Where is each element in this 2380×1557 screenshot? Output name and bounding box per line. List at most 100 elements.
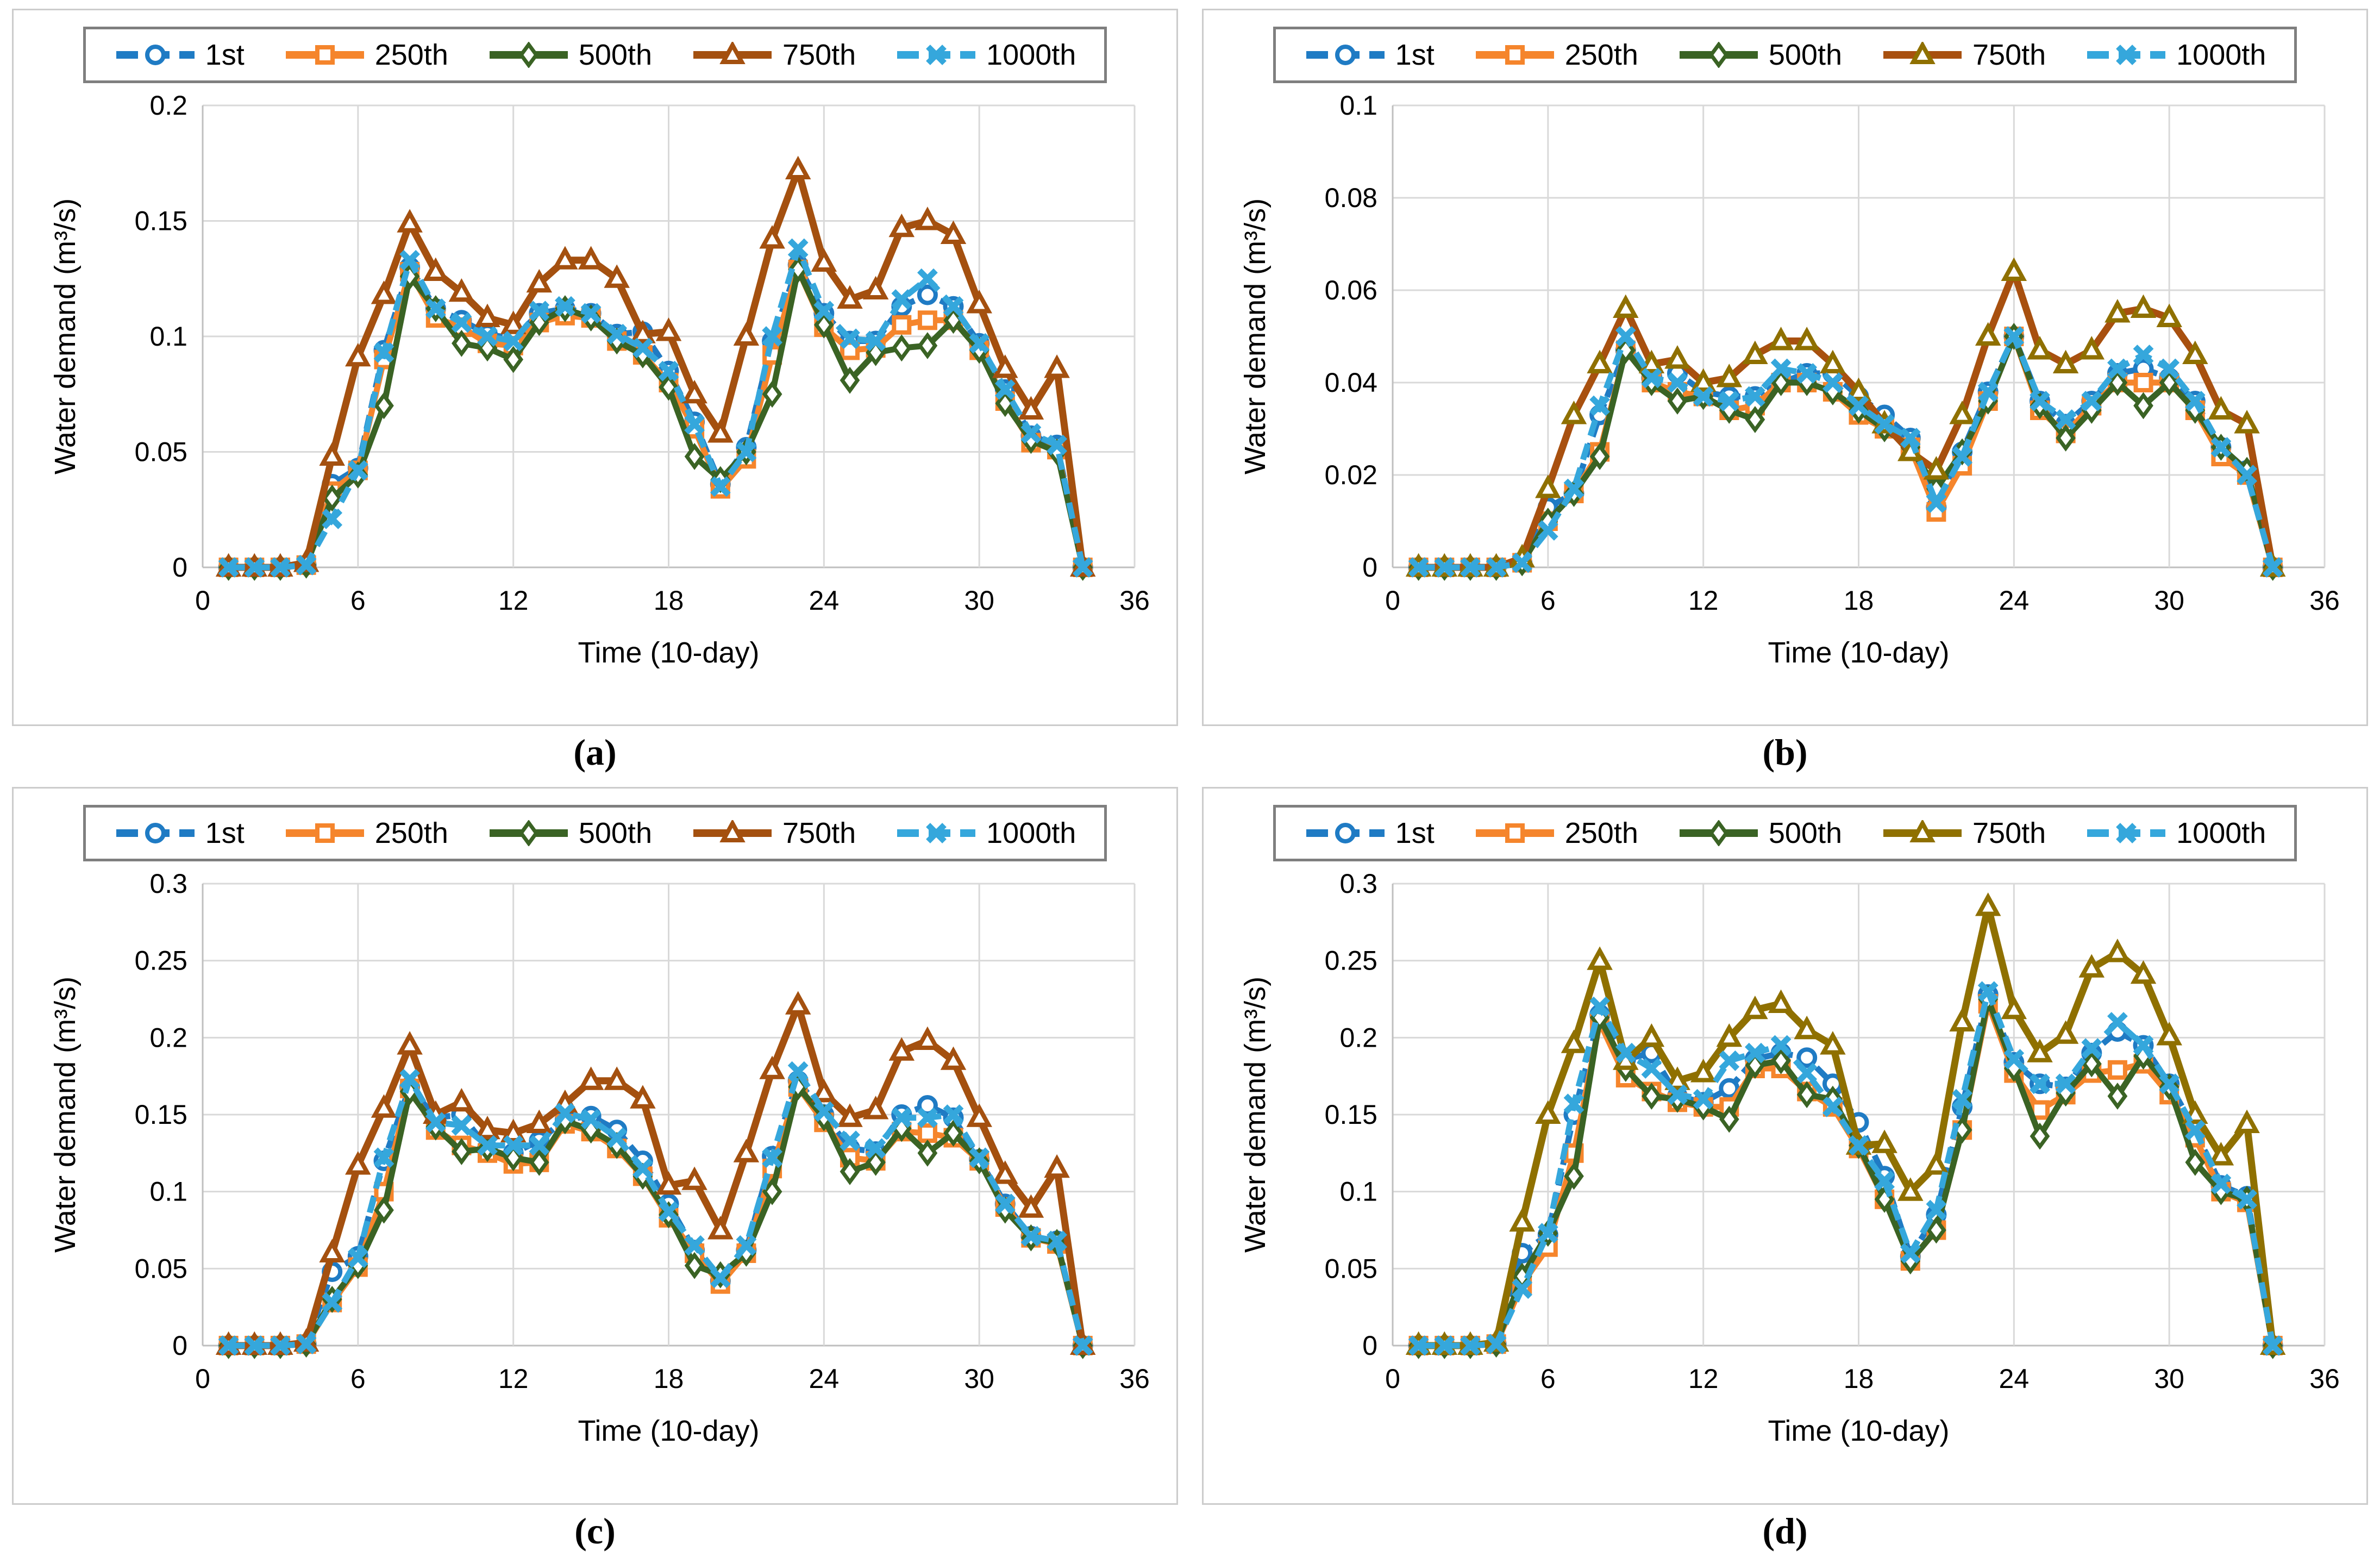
marker-triangle-icon <box>719 42 746 64</box>
marker-x-icon <box>1433 557 1455 578</box>
y-tick-label: 0 <box>1362 552 1377 583</box>
marker-x-icon <box>2184 1120 2206 1141</box>
marker-x-icon <box>994 1193 1016 1215</box>
marker-x-icon <box>2116 823 2137 843</box>
marker-triangle-icon <box>2208 396 2234 420</box>
y-tick-label: 0.3 <box>1339 868 1377 899</box>
marker-triangle-icon <box>1768 327 1794 351</box>
marker-triangle-icon <box>1909 42 1936 64</box>
legend-item-500th: 500th <box>1677 816 1842 850</box>
marker-x-icon <box>425 298 446 319</box>
marker-x-icon <box>580 303 601 324</box>
marker-diamond-icon <box>684 1252 704 1279</box>
marker-x-icon <box>1563 1093 1584 1115</box>
y-tick-label: 0 <box>1362 1330 1377 1361</box>
marker-x-icon <box>1951 1089 1972 1110</box>
marker-triangle-icon <box>2208 1142 2234 1166</box>
marker-triangle-icon <box>2026 336 2053 360</box>
marker-x-icon <box>2107 358 2128 379</box>
chart-b: 0 0.02 0.04 0.06 0.08 0.1 0 6 12 18 24 30 36 Water de… <box>1239 90 2340 669</box>
marker-x-icon <box>710 1267 731 1289</box>
marker-triangle-icon <box>1664 1066 1690 1090</box>
marker-triangle-icon <box>1535 474 1561 498</box>
marker-diamond-icon <box>840 366 860 394</box>
marker-triangle-icon <box>862 276 888 299</box>
marker-x-icon <box>710 476 731 497</box>
marker-triangle-icon <box>2233 1109 2260 1133</box>
marker-diamond-icon <box>1926 1216 1946 1244</box>
x-tick-label: 24 <box>809 585 839 616</box>
caption-c: (c) <box>574 1510 616 1552</box>
legend-square-icon <box>1475 45 1554 65</box>
y-axis-title: Water demand (m³/s) <box>1239 198 1272 474</box>
marker-diamond-icon <box>529 1148 549 1176</box>
marker-x-icon <box>1641 367 1662 389</box>
marker-x-icon <box>865 1138 886 1159</box>
y-tick-label: 0.05 <box>1324 1253 1377 1284</box>
marker-diamond-icon <box>1770 369 1791 396</box>
marker-square-icon <box>891 315 911 335</box>
y-axis-title: Water demand (m³/s) <box>1239 977 1272 1253</box>
marker-diamond-icon <box>2081 1050 2102 1078</box>
marker-triangle-icon <box>474 303 500 327</box>
marker-x-icon <box>1900 428 1921 448</box>
marker-triangle-icon <box>1043 354 1070 378</box>
marker-triangle-icon <box>629 320 656 343</box>
marker-diamond-icon <box>2133 392 2153 420</box>
x-tick-label: 6 <box>1540 1364 1555 1394</box>
marker-diamond-icon <box>2184 1148 2205 1176</box>
marker-x-icon <box>2081 391 2102 411</box>
marker-x-icon <box>1718 391 1739 411</box>
marker-triangle-icon <box>1975 322 2001 346</box>
marker-x-icon <box>917 1107 938 1128</box>
marker-triangle-icon <box>1742 995 1768 1020</box>
marker-triangle-icon <box>914 207 941 230</box>
marker-diamond-icon <box>373 392 394 420</box>
y-tick-label: 0.04 <box>1324 367 1377 398</box>
marker-diamond-icon <box>994 390 1015 417</box>
marker-x-icon <box>2236 1189 2257 1210</box>
marker-triangle-icon <box>1975 892 2001 916</box>
marker-diamond-icon <box>762 380 782 408</box>
marker-triangle-icon <box>1949 401 1975 424</box>
marker-triangle-icon <box>318 442 345 466</box>
legend-b: 1st 250th 500th 750th 1000th <box>1273 27 2297 83</box>
marker-x-icon <box>1874 414 1895 435</box>
legend-diamond-icon <box>489 820 568 846</box>
marker-x-icon <box>321 1292 342 1313</box>
marker-diamond-icon <box>1708 42 1729 68</box>
marker-circle-icon <box>145 823 166 843</box>
marker-triangle-icon <box>1690 1059 1716 1083</box>
series-line-750th <box>228 166 1086 571</box>
x-tick-label: 30 <box>2154 585 2184 616</box>
marker-triangle-icon <box>1793 327 1820 351</box>
marker-square-icon <box>917 1123 937 1143</box>
series-line-1000th <box>1418 988 2276 1349</box>
marker-x-icon <box>1046 434 1067 455</box>
series-markers-1000th <box>218 1061 1093 1356</box>
legend-x-icon <box>897 823 976 843</box>
legend-label: 250th <box>1564 39 1638 71</box>
marker-x-icon <box>1589 996 1610 1017</box>
marker-x-icon <box>891 1107 912 1128</box>
marker-x-icon <box>2133 1035 2153 1056</box>
x-axis-title: Time (10-day) <box>1768 1415 1949 1447</box>
marker-x-icon <box>2003 1049 2024 1070</box>
legend-item-750th: 750th <box>1881 816 2046 850</box>
marker-x-icon <box>658 360 679 382</box>
marker-x-icon <box>580 1109 601 1130</box>
y-tick-label: 0.2 <box>1339 1022 1377 1053</box>
marker-x-icon <box>1744 1042 1765 1064</box>
marker-x-icon <box>1537 1223 1558 1244</box>
marker-x-icon <box>2262 557 2283 578</box>
legend-label: 1st <box>205 817 245 849</box>
marker-x-icon <box>270 557 291 578</box>
legend-label: 750th <box>1972 39 2046 71</box>
marker-diamond-icon <box>658 373 679 401</box>
legend-item-500th: 500th <box>487 816 652 850</box>
legend-label: 750th <box>782 817 856 849</box>
x-tick-label: 24 <box>1999 1364 2029 1394</box>
x-axis-title: Time (10-day) <box>578 1415 759 1447</box>
legend-item-500th: 500th <box>1677 38 1842 72</box>
marker-diamond-icon <box>1770 1047 1791 1074</box>
